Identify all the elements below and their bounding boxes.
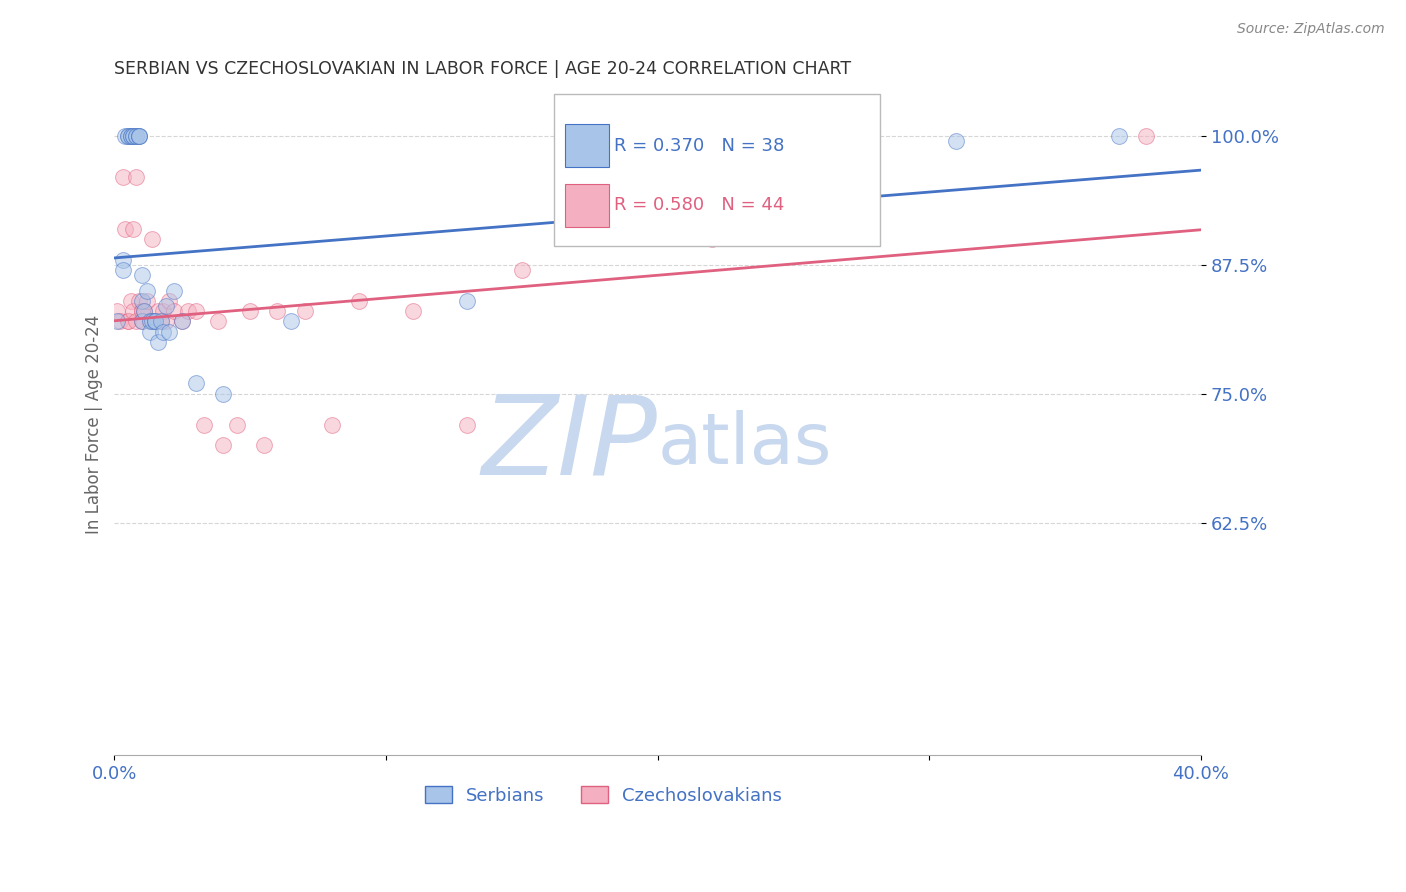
Point (207, 314, 229, 328)
Point (131, 293, 153, 308)
Point (128, 128, 150, 143)
Text: R = 0.580   N = 44: R = 0.580 N = 44 (614, 196, 785, 214)
Point (141, 232, 163, 246)
Point (294, 304, 316, 318)
Point (510, 263, 533, 277)
Point (184, 376, 207, 391)
Point (138, 314, 160, 328)
Point (402, 304, 425, 318)
Point (138, 314, 160, 328)
Point (225, 417, 247, 432)
Point (321, 417, 343, 432)
Point (134, 304, 156, 318)
Point (117, 128, 139, 143)
Point (111, 263, 134, 277)
Point (193, 417, 215, 432)
Point (172, 314, 194, 328)
Point (111, 169, 134, 184)
Point (700, 232, 723, 246)
Point (122, 128, 145, 143)
Point (212, 386, 235, 401)
Point (131, 268, 153, 282)
Point (163, 304, 186, 318)
Point (239, 304, 262, 318)
Point (131, 304, 153, 318)
Point (253, 438, 276, 452)
Point (456, 293, 478, 308)
Point (120, 293, 142, 308)
Point (945, 134, 967, 148)
Point (152, 304, 174, 318)
Point (456, 417, 478, 432)
Point (149, 314, 172, 328)
Point (212, 438, 235, 452)
Point (122, 304, 145, 318)
Point (125, 128, 148, 143)
Point (120, 128, 142, 143)
FancyBboxPatch shape (565, 184, 609, 227)
Point (111, 252, 134, 267)
FancyBboxPatch shape (554, 95, 880, 246)
Point (163, 284, 186, 298)
Point (131, 304, 153, 318)
Point (136, 284, 159, 298)
Point (146, 304, 169, 318)
Point (131, 314, 153, 328)
Point (266, 304, 288, 318)
Point (146, 335, 169, 350)
Point (143, 314, 166, 328)
Point (105, 314, 128, 328)
Text: Source: ZipAtlas.com: Source: ZipAtlas.com (1237, 22, 1385, 37)
Point (125, 128, 148, 143)
Point (136, 293, 159, 308)
Point (1135, 128, 1157, 143)
FancyBboxPatch shape (565, 124, 609, 167)
Point (128, 128, 150, 143)
Point (117, 314, 139, 328)
Y-axis label: In Labor Force | Age 20-24: In Labor Force | Age 20-24 (86, 315, 103, 534)
Point (184, 304, 207, 318)
Point (177, 304, 200, 318)
Point (125, 314, 148, 328)
Point (280, 314, 302, 328)
Point (157, 325, 180, 339)
Point (155, 314, 177, 328)
Point (114, 128, 136, 143)
Legend: Serbians, Czechoslovakians: Serbians, Czechoslovakians (418, 780, 789, 812)
Point (152, 325, 174, 339)
Point (117, 314, 139, 328)
Point (117, 128, 139, 143)
Point (114, 221, 136, 235)
Point (138, 325, 160, 339)
Point (172, 314, 194, 328)
Point (143, 314, 166, 328)
Point (155, 299, 177, 313)
Point (134, 304, 156, 318)
Point (131, 314, 153, 328)
Point (141, 314, 163, 328)
Point (157, 293, 180, 308)
Point (149, 314, 172, 328)
Point (128, 293, 150, 308)
Text: ZIP: ZIP (482, 391, 658, 498)
Point (1108, 128, 1130, 143)
Point (143, 314, 166, 328)
Point (108, 314, 131, 328)
Text: R = 0.370   N = 38: R = 0.370 N = 38 (614, 137, 785, 155)
Text: SERBIAN VS CZECHOSLOVAKIAN IN LABOR FORCE | AGE 20-24 CORRELATION CHART: SERBIAN VS CZECHOSLOVAKIAN IN LABOR FORC… (114, 60, 852, 78)
Point (122, 221, 145, 235)
Text: atlas: atlas (658, 410, 832, 479)
Point (125, 169, 148, 184)
Point (120, 128, 142, 143)
Point (128, 128, 150, 143)
Point (122, 128, 145, 143)
Point (105, 304, 128, 318)
Point (347, 293, 370, 308)
